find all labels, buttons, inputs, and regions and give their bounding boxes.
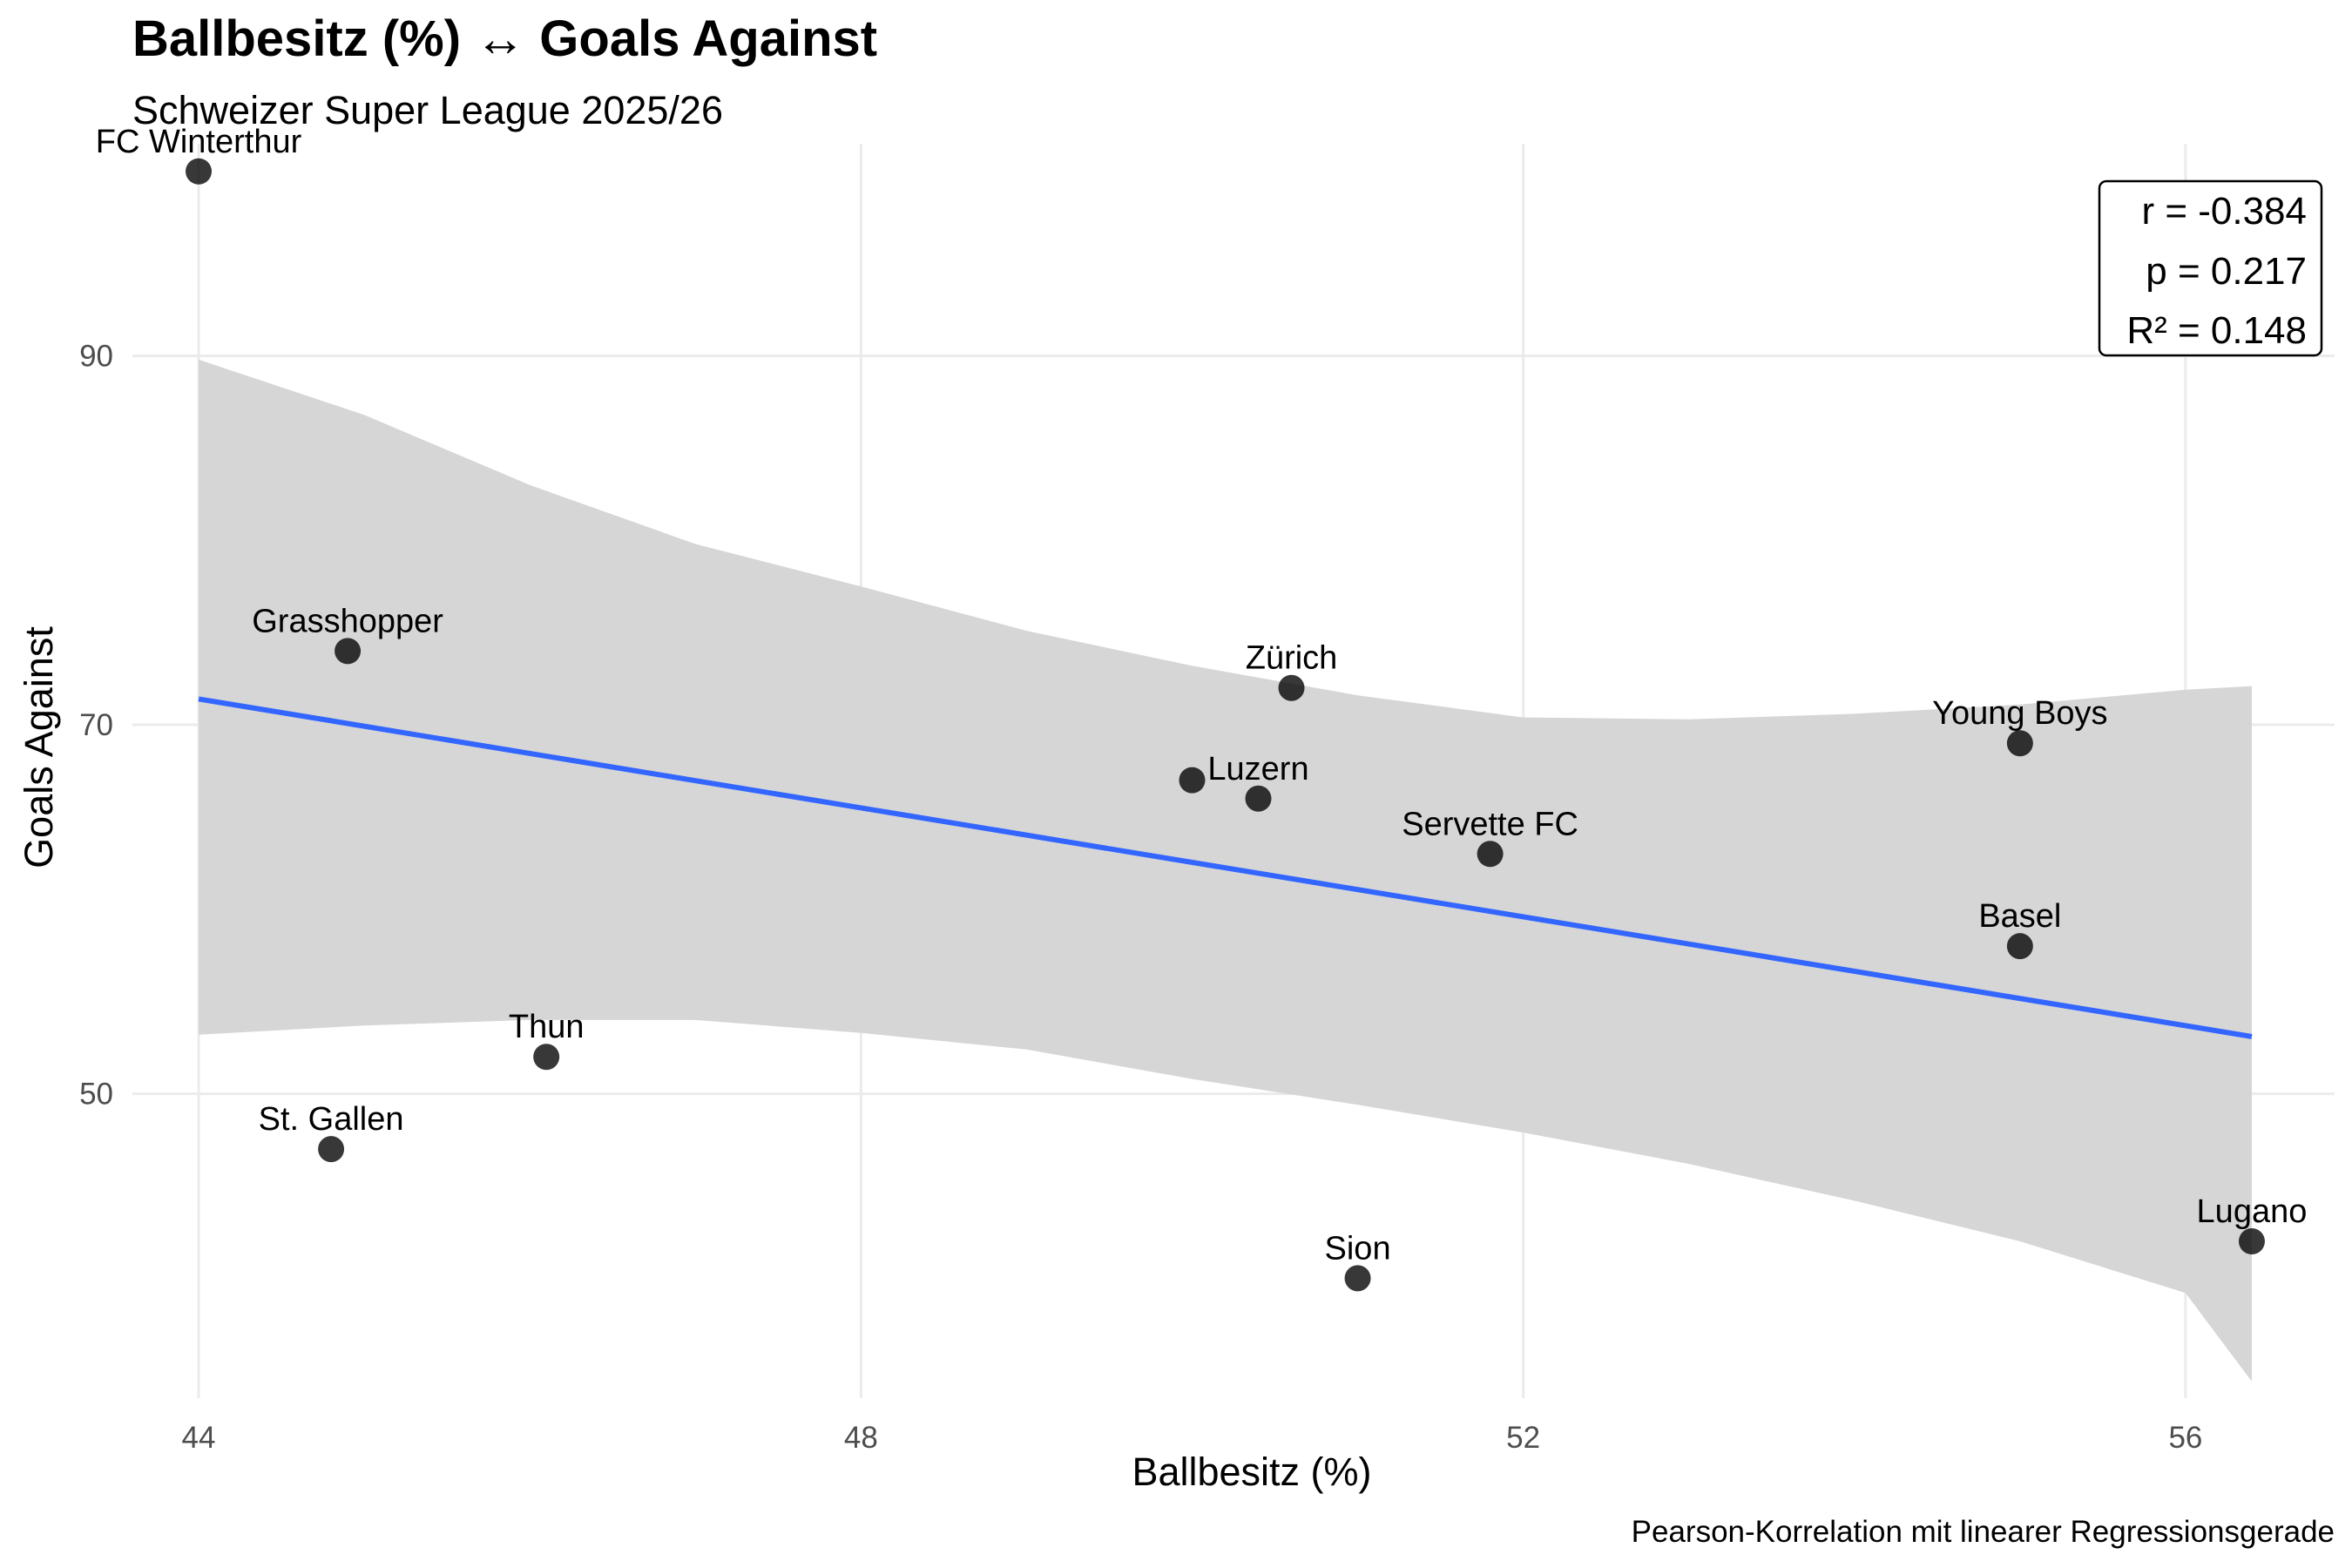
x-axis-title: Ballbesitz (%) [1132,1450,1371,1494]
data-point [1477,841,1504,868]
y-axis-ticks: 50 70 90 [79,340,113,1112]
x-tick-label: 52 [1506,1421,1540,1455]
y-tick-label: 90 [79,340,113,374]
data-point [1245,785,1272,812]
point-label: St. Gallen [259,1101,404,1138]
point-label: Lugano [2197,1193,2308,1230]
point-label: Grasshopper [252,603,443,639]
point-labels-layer: FC Winterthur Grasshopper Thun St. Gallen Zü… [96,124,2308,1267]
stats-box-frame [2098,179,2323,357]
point-label: Thun [509,1009,585,1045]
plot-area: FC Winterthur Grasshopper Thun St. Gallen Zü… [96,124,2335,1398]
data-point [2006,933,2033,960]
point-label: Sion [1325,1230,1391,1267]
stat-p: p = 0.217 [2146,250,2307,293]
point-label: Young Boys [1932,695,2107,732]
data-point [335,638,362,665]
x-tick-label: 56 [2168,1421,2202,1455]
chart-title: Ballbesitz (%) ↔ Goals Against [132,10,877,67]
y-tick-label: 50 [79,1078,113,1112]
stat-r: r = -0.384 [2141,190,2307,233]
point-label: Luzern [1207,751,1308,787]
y-tick-label: 70 [79,708,113,742]
x-tick-label: 48 [844,1421,878,1455]
data-point [1179,767,1206,794]
point-label: Basel [1978,898,2061,935]
x-axis-ticks: 44 48 52 56 [182,1421,2203,1455]
data-point [1344,1265,1371,1292]
data-point [2006,730,2033,757]
point-label: FC Winterthur [96,124,302,160]
stat-r2: R² = 0.148 [2126,309,2307,352]
regression-line-layer [198,696,2253,1039]
point-label: Zürich [1246,640,1338,677]
chart-subtitle: Schweizer Super League 2025/26 [132,88,723,132]
regression-line [198,696,2253,1039]
data-point [318,1136,345,1163]
chart-caption: Pearson-Korrelation mit linearer Regress… [1632,1515,2335,1549]
correlation-stats-box: r = -0.384 p = 0.217 R² = 0.148 [2098,179,2323,357]
x-tick-label: 44 [182,1421,216,1455]
data-point [533,1044,560,1071]
confidence-band [199,359,2252,1382]
data-point [2238,1228,2265,1254]
points-layer [186,158,2265,1292]
data-point [186,158,213,185]
y-axis-title: Goals Against [17,626,61,868]
data-point [1278,674,1305,701]
confidence-band-layer [199,359,2252,1382]
point-label: Servette FC [1402,806,1578,842]
